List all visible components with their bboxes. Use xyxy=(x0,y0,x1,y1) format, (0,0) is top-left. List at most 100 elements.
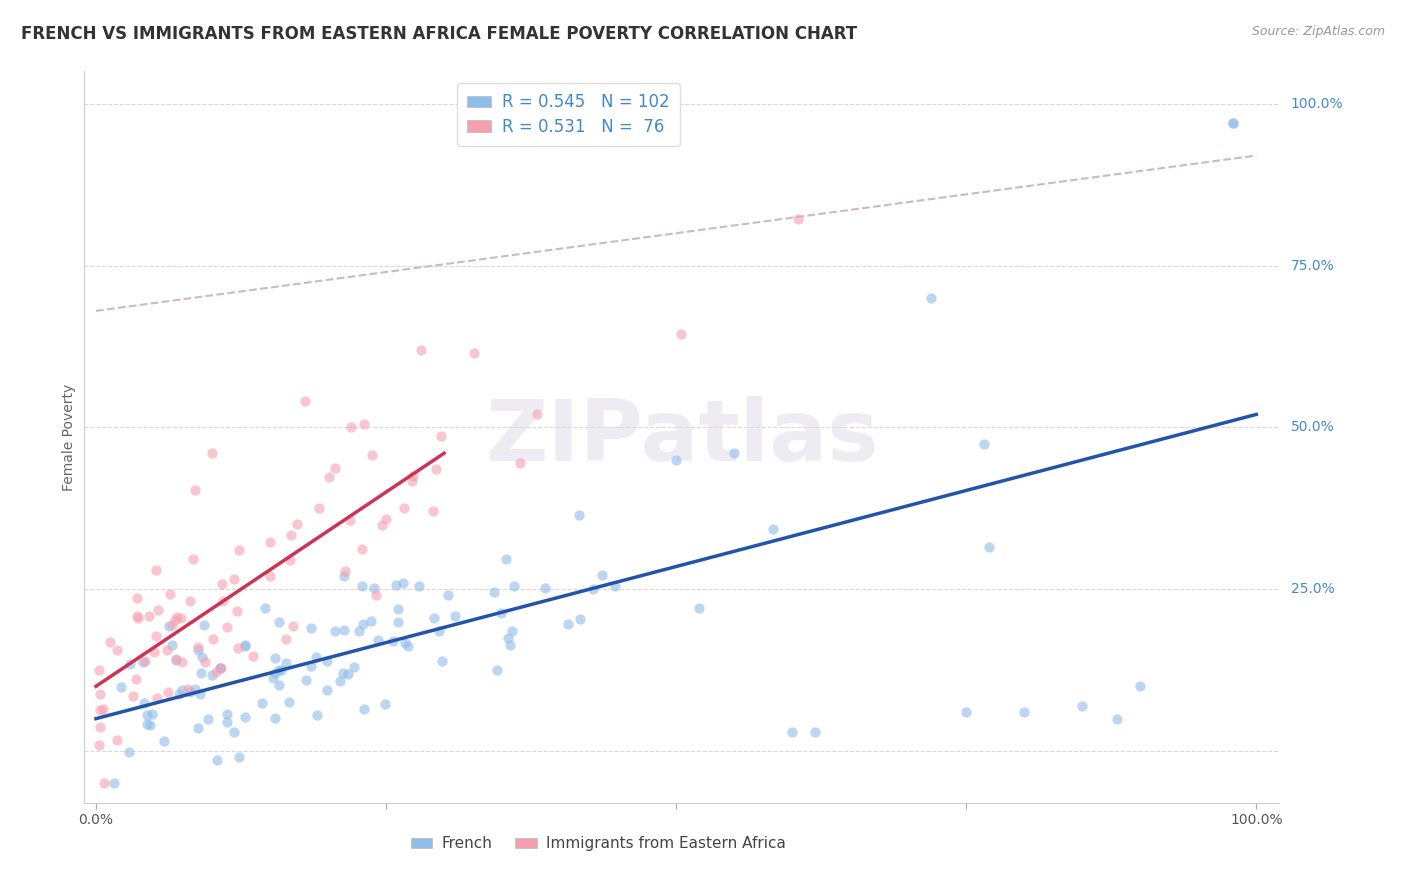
Point xyxy=(762,522,785,536)
Point xyxy=(135,707,157,722)
Point xyxy=(315,654,337,668)
Point xyxy=(118,745,141,759)
Point xyxy=(167,688,190,702)
Point xyxy=(392,575,415,590)
Point xyxy=(582,582,605,596)
Point xyxy=(367,633,389,648)
Point xyxy=(209,661,232,675)
Point xyxy=(430,429,453,443)
Point xyxy=(259,535,281,549)
Point xyxy=(263,650,285,665)
Point xyxy=(145,563,167,577)
Point xyxy=(209,660,232,674)
Point xyxy=(124,672,146,686)
Point xyxy=(165,651,187,665)
Point xyxy=(485,663,508,677)
Point xyxy=(201,446,224,460)
Point xyxy=(228,749,250,764)
Text: FRENCH VS IMMIGRANTS FROM EASTERN AFRICA FEMALE POVERTY CORRELATION CHART: FRENCH VS IMMIGRANTS FROM EASTERN AFRICA… xyxy=(21,25,858,43)
Point xyxy=(973,437,995,451)
Point xyxy=(429,624,451,638)
Point xyxy=(394,636,416,650)
Point xyxy=(437,588,460,602)
Point xyxy=(207,754,229,768)
Point xyxy=(315,683,337,698)
Point xyxy=(187,640,209,655)
Point xyxy=(89,687,111,701)
Point xyxy=(920,291,942,305)
Point xyxy=(211,577,233,591)
Point xyxy=(374,697,396,711)
Point xyxy=(141,707,163,722)
Point xyxy=(170,655,193,669)
Point xyxy=(134,696,156,710)
Point xyxy=(162,638,184,652)
Point xyxy=(233,639,256,653)
Point xyxy=(343,660,366,674)
Point xyxy=(568,612,591,626)
Point xyxy=(352,617,374,632)
Point xyxy=(503,579,526,593)
Point xyxy=(509,457,531,471)
Point xyxy=(132,655,155,669)
Point xyxy=(323,624,346,639)
Point xyxy=(204,665,226,679)
Point xyxy=(1012,705,1035,719)
Point xyxy=(333,568,356,582)
Point xyxy=(665,452,688,467)
Point xyxy=(253,600,276,615)
Text: 100.0%: 100.0% xyxy=(1291,96,1343,111)
Legend: French, Immigrants from Eastern Africa: French, Immigrants from Eastern Africa xyxy=(405,830,792,857)
Point xyxy=(463,345,485,359)
Point xyxy=(242,648,264,663)
Point xyxy=(187,643,209,657)
Point xyxy=(329,674,352,689)
Point xyxy=(332,623,354,637)
Point xyxy=(804,724,827,739)
Point xyxy=(285,517,308,532)
Point xyxy=(215,707,238,722)
Point xyxy=(387,615,409,629)
Point xyxy=(135,716,157,731)
Point xyxy=(228,542,250,557)
Point xyxy=(337,666,360,681)
Point xyxy=(281,619,304,633)
Y-axis label: Female Poverty: Female Poverty xyxy=(62,384,76,491)
Point xyxy=(146,690,169,705)
Point xyxy=(233,710,256,724)
Point xyxy=(110,680,132,694)
Point xyxy=(387,602,409,616)
Point xyxy=(723,446,745,460)
Point xyxy=(127,611,149,625)
Point xyxy=(396,639,419,653)
Point xyxy=(318,470,340,484)
Point xyxy=(353,702,375,716)
Point xyxy=(276,632,298,646)
Point xyxy=(496,631,519,645)
Point xyxy=(201,667,224,681)
Point xyxy=(688,600,710,615)
Point xyxy=(212,593,235,607)
Point xyxy=(177,681,200,696)
Point xyxy=(89,738,111,752)
Text: 25.0%: 25.0% xyxy=(1291,582,1334,596)
Point xyxy=(89,720,111,734)
Point xyxy=(122,689,145,703)
Point xyxy=(139,718,162,732)
Point xyxy=(197,712,219,726)
Point xyxy=(363,581,385,595)
Point xyxy=(977,540,1000,554)
Point xyxy=(166,610,188,624)
Point xyxy=(138,608,160,623)
Point xyxy=(280,527,302,541)
Point xyxy=(1105,712,1128,726)
Point xyxy=(159,587,181,601)
Point xyxy=(360,614,382,628)
Point xyxy=(495,552,517,566)
Point xyxy=(215,619,238,633)
Point xyxy=(444,609,467,624)
Point xyxy=(127,609,149,624)
Point xyxy=(105,733,128,747)
Point xyxy=(305,708,328,723)
Point xyxy=(787,211,810,226)
